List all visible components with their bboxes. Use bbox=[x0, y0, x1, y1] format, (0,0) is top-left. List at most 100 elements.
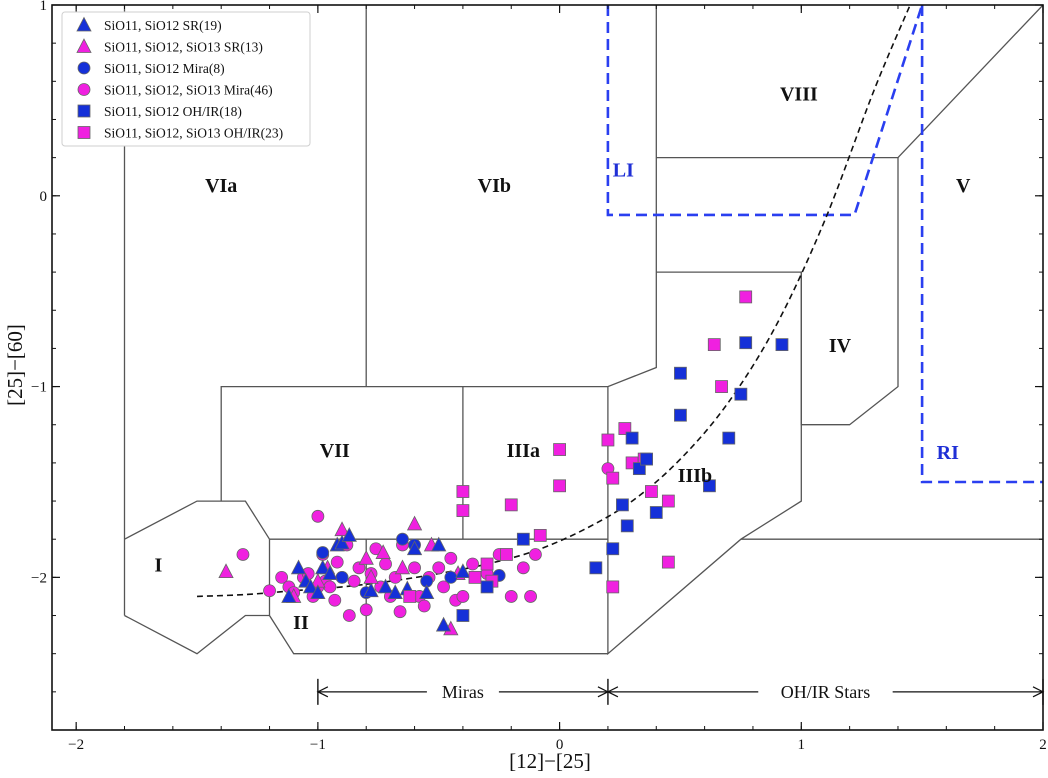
region-label-v: V bbox=[956, 175, 971, 197]
point-circle-magenta-30 bbox=[417, 599, 431, 613]
point-circle-magenta-40 bbox=[504, 590, 518, 603]
point-circle-magenta-28 bbox=[408, 561, 421, 575]
point-square-magenta-12 bbox=[606, 471, 620, 485]
point-circle-magenta-44 bbox=[311, 509, 325, 523]
dashed-region-label-ri: RI bbox=[937, 442, 959, 464]
point-circle-magenta-11 bbox=[323, 580, 337, 594]
point-square-magenta-19 bbox=[661, 494, 675, 508]
range-label-miras: Miras bbox=[442, 682, 484, 702]
point-square-magenta-10 bbox=[553, 479, 566, 493]
region-boundary-11 bbox=[897, 5, 1043, 159]
range-arrow-left-miras bbox=[316, 686, 329, 698]
point-circle-magenta-42 bbox=[524, 590, 537, 603]
point-square-blue-3 bbox=[589, 561, 603, 575]
point-circle-blue-1 bbox=[335, 570, 349, 584]
point-square-magenta-13 bbox=[606, 580, 620, 594]
point-square-magenta-7 bbox=[504, 498, 518, 512]
point-square-blue-12 bbox=[674, 408, 687, 422]
point-square-magenta-6 bbox=[500, 548, 513, 561]
point-square-magenta-4 bbox=[480, 557, 494, 571]
legend-box bbox=[61, 11, 311, 147]
point-circle-magenta-2 bbox=[275, 570, 289, 584]
region-label-iiib: IIIb bbox=[678, 465, 712, 487]
point-circle-magenta-12 bbox=[328, 593, 342, 607]
point-circle-magenta-1 bbox=[263, 584, 276, 598]
point-circle-magenta-37 bbox=[466, 557, 479, 571]
point-square-magenta-14 bbox=[618, 422, 632, 435]
y-tick-label-3: 1 bbox=[40, 0, 48, 14]
point-square-magenta-0 bbox=[403, 590, 417, 603]
region-label-vii: VII bbox=[320, 440, 350, 462]
y-tick-label-0: −2 bbox=[31, 570, 47, 586]
point-square-magenta-20 bbox=[707, 338, 721, 352]
point-square-blue-6 bbox=[620, 519, 634, 533]
point-circle-magenta-26 bbox=[393, 605, 407, 619]
point-triangle-blue-4 bbox=[310, 584, 326, 600]
point-triangle-blue-15 bbox=[418, 584, 435, 600]
point-square-blue-1 bbox=[480, 580, 494, 594]
x-tick-label-0: −2 bbox=[68, 737, 84, 753]
point-circle-magenta-36 bbox=[456, 590, 470, 603]
point-circle-magenta-43 bbox=[529, 548, 542, 561]
point-square-blue-14 bbox=[722, 431, 736, 445]
point-square-magenta-17 bbox=[645, 485, 658, 498]
point-circle-magenta-16 bbox=[342, 609, 356, 622]
point-triangle-magenta-7 bbox=[375, 544, 391, 559]
point-square-magenta-11 bbox=[601, 433, 615, 447]
legend: SiO11, SiO12 SR(19) SiO11, SiO12, SiO13 S… bbox=[61, 11, 311, 147]
range-arrows: Miras OH/IR Stars bbox=[316, 678, 1045, 705]
region-label-via: VIa bbox=[205, 175, 237, 197]
point-square-magenta-18 bbox=[661, 555, 675, 569]
region-label-viii: VIII bbox=[780, 83, 818, 105]
point-square-magenta-8 bbox=[533, 528, 547, 542]
point-circle-magenta-17 bbox=[347, 574, 361, 588]
legend-marker-5 bbox=[77, 126, 91, 139]
region-boundary-1 bbox=[124, 500, 271, 540]
point-circle-magenta-34 bbox=[444, 551, 458, 565]
point-square-blue-10 bbox=[649, 506, 663, 519]
point-triangle-magenta-0 bbox=[218, 563, 234, 579]
point-square-blue-0 bbox=[456, 609, 470, 622]
plot-border bbox=[51, 4, 1044, 731]
point-triangle-blue-17 bbox=[435, 616, 452, 632]
region-label-iiia: IIIa bbox=[507, 440, 540, 462]
dashed-regions bbox=[606, 5, 1043, 484]
axis-ticks: −2 −1 0 1 2 −2 −1 0 1 bbox=[31, 0, 1047, 753]
point-circle-magenta-13 bbox=[330, 555, 344, 569]
range-arrow-left-oh-ir-stars bbox=[606, 686, 619, 698]
x-tick-label-4: 2 bbox=[1039, 737, 1047, 753]
point-square-blue-7 bbox=[625, 431, 639, 445]
legend-label-2: SiO11, SiO12 Mira(8) bbox=[104, 61, 225, 76]
legend-marker-0 bbox=[76, 16, 92, 32]
point-square-blue-13 bbox=[703, 479, 716, 493]
point-square-blue-9 bbox=[640, 452, 653, 466]
range-label-oh-ir-stars: OH/IR Stars bbox=[781, 682, 871, 702]
point-triangle-blue-3 bbox=[302, 578, 319, 594]
point-square-magenta-9 bbox=[553, 443, 566, 456]
point-square-magenta-22 bbox=[739, 290, 753, 304]
point-triangle-magenta-8 bbox=[394, 559, 411, 575]
x-tick-label-2: 0 bbox=[556, 737, 564, 753]
point-triangle-magenta-5 bbox=[358, 549, 374, 565]
legend-marker-1 bbox=[76, 38, 92, 53]
x-tick-label-3: 1 bbox=[798, 737, 806, 753]
legend-label-5: SiO11, SiO12, SiO13 OH/IR(23) bbox=[104, 126, 283, 141]
legend-label-3: SiO11, SiO12, SiO13 Mira(46) bbox=[104, 83, 273, 98]
point-triangle-blue-1 bbox=[290, 559, 307, 575]
dashed-region-li bbox=[606, 5, 924, 217]
x-tick-label-1: −1 bbox=[310, 737, 326, 753]
point-circle-blue-0 bbox=[316, 546, 330, 559]
point-triangle-blue-16 bbox=[431, 536, 447, 552]
region-label-iv: IV bbox=[829, 335, 852, 357]
point-square-blue-8 bbox=[632, 462, 646, 476]
point-square-blue-17 bbox=[775, 338, 789, 352]
point-circle-blue-6 bbox=[444, 570, 458, 584]
point-circle-magenta-32 bbox=[432, 561, 446, 575]
region-label-vib: VIb bbox=[478, 175, 511, 197]
point-circle-magenta-18 bbox=[352, 561, 366, 575]
point-circle-magenta-19 bbox=[359, 603, 373, 617]
region-boundary-2 bbox=[124, 614, 270, 655]
region-boundary-9 bbox=[607, 271, 802, 656]
dashed-region-label-li: LI bbox=[613, 160, 634, 182]
